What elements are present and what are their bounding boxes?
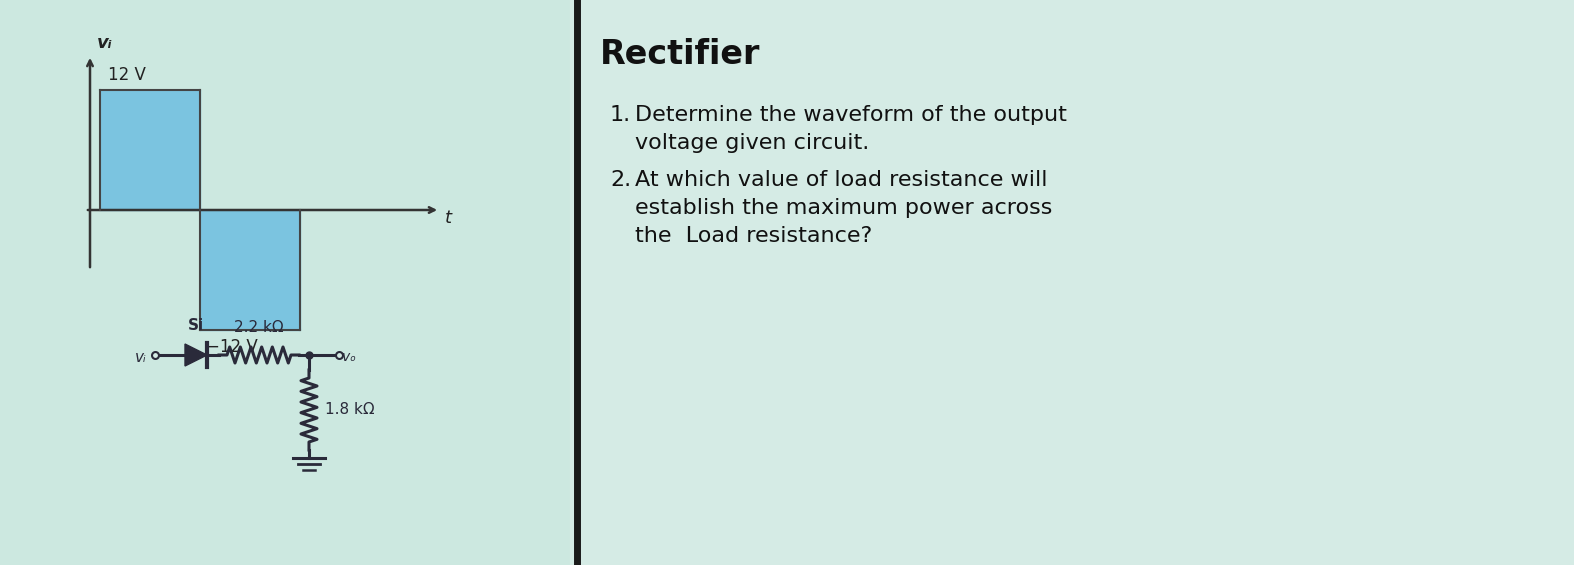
- Text: Si: Si: [187, 318, 205, 333]
- Text: establish the maximum power across: establish the maximum power across: [634, 198, 1053, 218]
- Text: t: t: [445, 209, 452, 227]
- Text: Determine the waveform of the output: Determine the waveform of the output: [634, 105, 1067, 125]
- Text: the  Load resistance?: the Load resistance?: [634, 226, 872, 246]
- Text: vₒ: vₒ: [342, 350, 356, 364]
- Text: At which value of load resistance will: At which value of load resistance will: [634, 170, 1048, 190]
- Text: voltage given circuit.: voltage given circuit.: [634, 133, 869, 153]
- Text: vᵢ: vᵢ: [135, 350, 146, 364]
- Text: −12 V: −12 V: [206, 338, 258, 356]
- Polygon shape: [186, 344, 208, 366]
- Text: Rectifier: Rectifier: [600, 38, 760, 71]
- Text: 2.2 kΩ: 2.2 kΩ: [235, 320, 283, 335]
- Text: 1.: 1.: [611, 105, 631, 125]
- Bar: [200, 210, 301, 330]
- Bar: [101, 90, 200, 210]
- Bar: [570, 0, 1574, 565]
- Text: 2.: 2.: [611, 170, 631, 190]
- Text: 12 V: 12 V: [109, 66, 146, 84]
- Text: 1.8 kΩ: 1.8 kΩ: [324, 402, 375, 418]
- Bar: [0, 0, 570, 565]
- Text: vᵢ: vᵢ: [98, 34, 113, 52]
